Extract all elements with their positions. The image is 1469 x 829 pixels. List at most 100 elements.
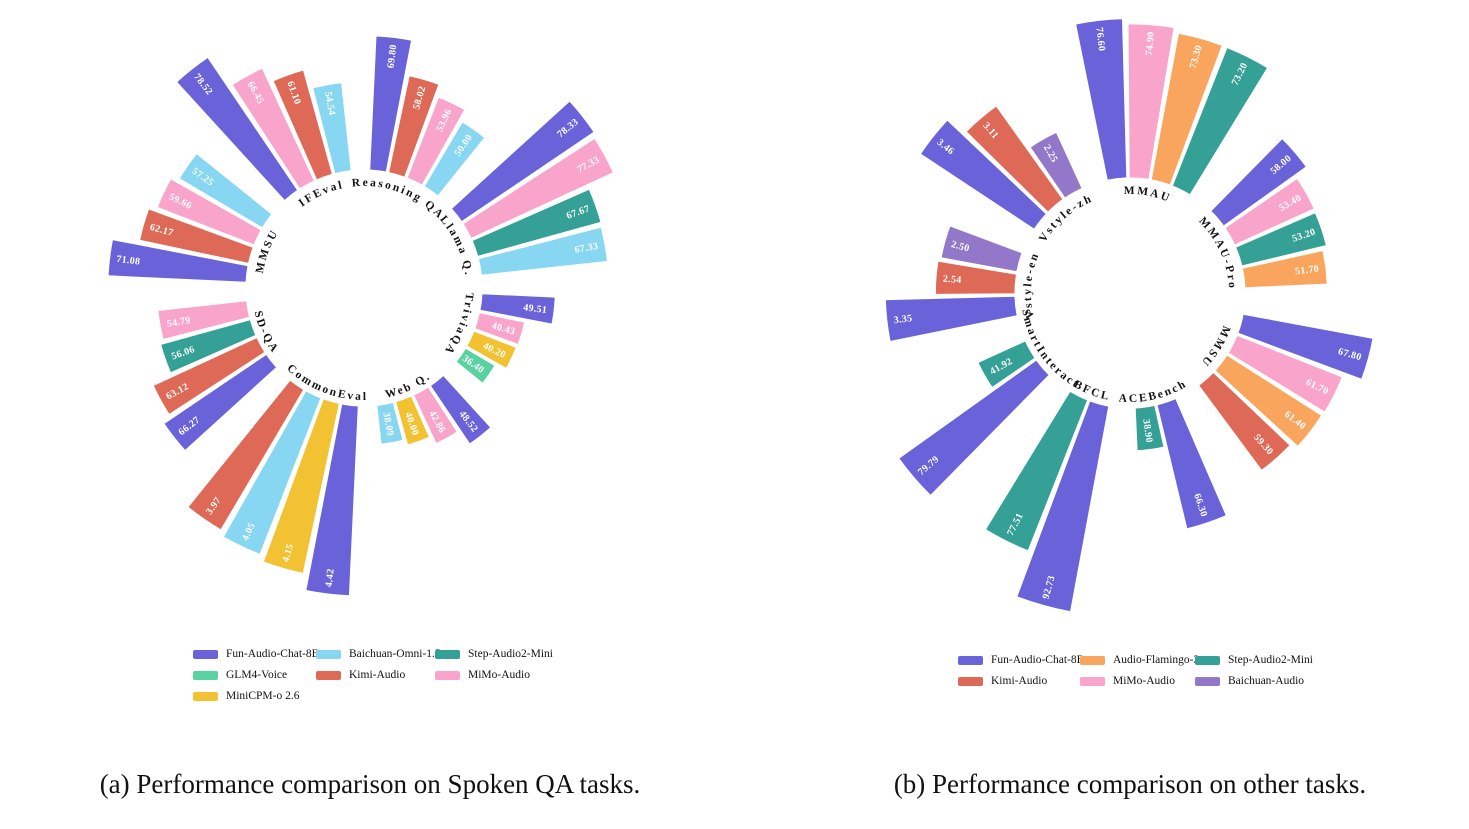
bar-Llama-Q--Fun-Audio-Chat-8B <box>450 100 596 223</box>
bar-MMSU-Fun-Audio-Chat-8B <box>1237 313 1374 381</box>
bar-SmartInteract-Step-Audio2-Mini <box>977 340 1037 389</box>
legend-swatch <box>193 691 218 701</box>
bar-TriviaQA-Fun-Audio-Chat-8B <box>479 292 556 325</box>
legend-item-Audio-Flamingo-3: Audio-Flamingo-3 <box>1080 654 1199 666</box>
legend-label: Kimi-Audio <box>991 675 1048 687</box>
legend-item-Baichuan-Audio: Baichuan-Audio <box>1195 675 1313 687</box>
bar-MMSU-MiMo-Audio <box>1227 334 1344 414</box>
bar-Vstyle-zh-Baichuan-Audio <box>1029 131 1083 200</box>
category-label-ACEBench: ACEBench <box>1118 378 1189 406</box>
legend-swatch <box>1195 676 1220 686</box>
bar-value-label: 51.70 <box>1294 263 1319 277</box>
bar-IFEval-Fun-Audio-Chat-8B <box>175 56 299 202</box>
legend-swatch <box>193 649 218 659</box>
bar-MMSU-Audio-Flamingo-3 <box>1214 354 1323 448</box>
bar-Vstyle-zh-Fun-Audio-Chat-8B <box>919 119 1048 231</box>
legend-label: Baichuan-Audio <box>1228 675 1305 687</box>
legend-swatch <box>1080 676 1105 686</box>
bar-TriviaQA-MiniCPM-o-2-6 <box>465 330 518 370</box>
legend-item-Kimi-Audio: Kimi-Audio <box>316 669 435 681</box>
legend-item-Step-Audio2-Mini: Step-Audio2-Mini <box>435 648 553 660</box>
bar-Vstyle-en-Fun-Audio-Chat-8B <box>884 295 1019 343</box>
bar-Reasoning-QA-Baichuan-Omni-1-5 <box>423 121 486 197</box>
legend-item-MiniCPM-o-2-6: MiniCPM-o 2.6 <box>193 690 316 702</box>
legend-swatch <box>435 649 460 659</box>
legend-swatch <box>1195 655 1220 665</box>
bar-Llama-Q--MiMo-Audio <box>462 137 615 240</box>
bar-value-label: 54.54 <box>322 91 337 117</box>
bar-Llama-Q--Step-Audio2-Mini <box>471 188 602 258</box>
bar-CommonEval-Fun-Audio-Chat-8B <box>304 403 360 597</box>
legend-item-Fun-Audio-Chat-8B: Fun-Audio-Chat-8B <box>193 648 320 660</box>
legend-spoken-qa: Fun-Audio-Chat-8B Baichuan-Omni-1.5 Step-A… <box>193 648 553 702</box>
bar-Llama-Q--Baichuan-Omni-1-5 <box>477 226 609 276</box>
bar-value-label: 74.90 <box>1144 31 1157 56</box>
bar-value-label: 71.08 <box>116 254 141 268</box>
bar-TriviaQA-MiMo-Audio <box>473 311 526 346</box>
legend-label: Step-Audio2-Mini <box>1228 654 1313 666</box>
bar-value-label: 38.90 <box>1140 418 1154 443</box>
bar-value-label: 4.42 <box>324 568 337 588</box>
legend-swatch <box>958 655 983 665</box>
bar-value-label: 69.80 <box>386 44 400 69</box>
bar-IFEval-Kimi-Audio <box>272 69 334 181</box>
bar-Reasoning-QA-Kimi-Audio <box>387 74 440 179</box>
category-label-MMAU: MMAU <box>1124 185 1173 205</box>
legend-swatch <box>316 670 341 680</box>
legend-label: Fun-Audio-Chat-8B <box>991 654 1085 666</box>
bar-value-label: 2.50 <box>950 239 971 255</box>
chart-other-tasks: 76.60 74.9073.3073.20MMAU58.0053.4053.205… <box>884 18 1374 613</box>
legend-item-GLM4-Voice: GLM4-Voice <box>193 669 316 681</box>
legend-label: MiMo-Audio <box>1113 675 1175 687</box>
legend-label: MiniCPM-o 2.6 <box>226 690 300 702</box>
bar-value-label: 4.15 <box>280 543 296 564</box>
bar-MMAU-Step-Audio2-Mini <box>1171 46 1269 196</box>
legend-swatch <box>193 670 218 680</box>
bar-ACEBench-Step-Audio2-Mini <box>1134 404 1165 452</box>
bar-value-label: 54.79 <box>166 315 192 330</box>
bar-TriviaQA-GLM4-Voice <box>455 347 496 385</box>
bar-ACEBench-Fun-Audio-Chat-8B <box>1156 397 1228 530</box>
bar-Web-Q--MiniCPM-o-2-6 <box>394 395 431 446</box>
bar-MMAU-MiMo-Audio <box>1127 23 1175 181</box>
bar-SD-QA-Fun-Audio-Chat-8B <box>162 353 278 452</box>
legend-label: Step-Audio2-Mini <box>468 648 553 660</box>
bar-MMSU-Fun-Audio-Chat-8B <box>107 238 249 284</box>
bar-IFEval-MiMo-Audio <box>231 67 316 190</box>
bar-CommonEval-Kimi-Audio <box>186 379 305 531</box>
legend-item-Baichuan-Omni-1-5: Baichuan-Omni-1.5 <box>316 648 441 660</box>
caption-b: (b) Performance comparison on other task… <box>893 769 1367 799</box>
bar-MMSU-MiMo-Audio <box>156 177 263 246</box>
bar-Reasoning-QA-Fun-Audio-Chat-8B <box>368 35 413 173</box>
bar-MMAU-Pro-MiMo-Audio <box>1223 177 1316 246</box>
legend-label: Fun-Audio-Chat-8B <box>226 648 320 660</box>
legend-item-Kimi-Audio: Kimi-Audio <box>958 675 1080 687</box>
bar-MMSU-Kimi-Audio <box>138 208 255 265</box>
bar-MMAU-Pro-Fun-Audio-Chat-8B <box>1209 137 1308 227</box>
legend-item-MiMo-Audio: MiMo-Audio <box>1080 675 1195 687</box>
bar-BFCL-Fun-Audio-Chat-8B <box>1015 400 1110 613</box>
bar-Reasoning-QA-MiMo-Audio <box>406 96 466 187</box>
bar-SD-QA-Kimi-Audio <box>152 336 266 416</box>
legend-label: GLM4-Voice <box>226 669 288 681</box>
bar-Web-Q--Fun-Audio-Chat-8B <box>429 374 492 445</box>
bar-Vstyle-en-Baichuan-Audio <box>940 225 1023 273</box>
legend-swatch <box>316 649 341 659</box>
bar-IFEval-Baichuan-Omni-1-5 <box>311 81 352 175</box>
bar-Vstyle-en-Kimi-Audio <box>934 260 1018 296</box>
bar-value-label: 49.51 <box>523 302 548 316</box>
bar-MMAU-Pro-Audio-Flamingo-3 <box>1241 249 1328 289</box>
legend-swatch <box>958 676 983 686</box>
bar-Web-Q--MiMo-Audio <box>412 386 459 445</box>
bar-MMAU-Audio-Flamingo-3 <box>1150 32 1224 186</box>
bar-value-label: 3.35 <box>893 313 913 326</box>
bar-CommonEval-Baichuan-Omni-1-5 <box>222 389 322 556</box>
legend-swatch <box>435 670 460 680</box>
bar-SmartInteract-Fun-Audio-Chat-8B <box>897 359 1051 497</box>
legend-swatch <box>1080 655 1105 665</box>
legend-item-Step-Audio2-Mini: Step-Audio2-Mini <box>1195 654 1313 666</box>
bar-value-label: 67.33 <box>574 241 600 256</box>
